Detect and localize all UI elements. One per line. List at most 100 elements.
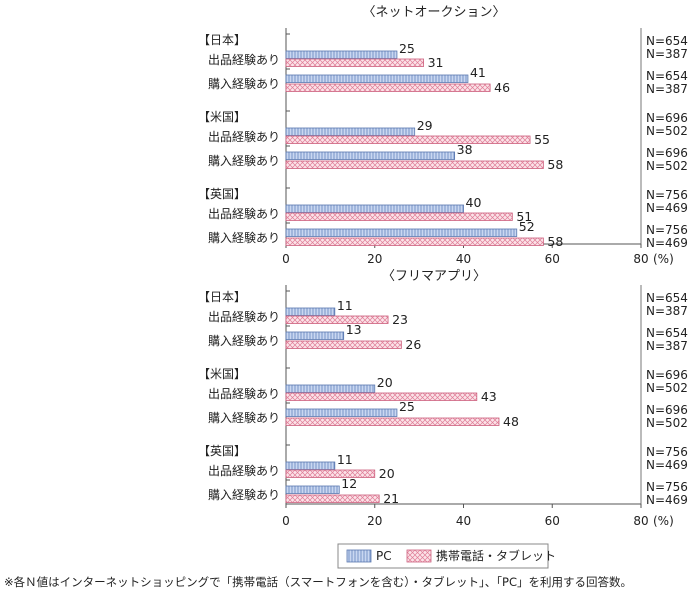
n-pc-1-2-1: N=756 [646, 223, 688, 237]
chart-title-2: 〈フリマアプリ〉 [382, 269, 486, 284]
n-pc-2-0-0: N=654 [646, 291, 688, 305]
bar-mobile-1-1-1 [285, 160, 544, 169]
bar-pc-2-0-0 [285, 307, 336, 316]
bar-pc-1-2-1 [285, 228, 518, 237]
data-label-mobile-2-0-1: 26 [405, 337, 421, 352]
data-label-pc-1-1-0: 29 [417, 118, 433, 133]
n-pc-1-1-1: N=696 [646, 146, 688, 160]
bar-pc-2-1-1 [285, 408, 398, 417]
data-label-mobile-1-2-1: 58 [547, 234, 563, 249]
row-label-2-0-1: 購入経験あり [208, 333, 280, 348]
x-tick-label-1-1: 20 [367, 252, 382, 266]
bar-mobile-1-1-0 [285, 135, 531, 144]
bar-mobile-1-0-0 [285, 58, 424, 67]
n-mobile-2-0-0: N=387 [646, 304, 688, 318]
n-pc-1-0-1: N=654 [646, 69, 688, 83]
bar-mobile-2-2-1 [285, 494, 380, 503]
n-mobile-1-2-1: N=469 [646, 236, 688, 250]
data-label-pc-2-2-1: 12 [341, 476, 357, 491]
bar-mobile-1-0-1 [285, 83, 491, 92]
legend-swatch-pc [346, 549, 372, 563]
bar-pc-2-0-1 [285, 331, 345, 340]
bar-pc-2-1-0 [285, 384, 376, 393]
x-tick-label-2-1: 20 [367, 514, 382, 528]
row-label-2-0-0: 出品経験あり [208, 309, 280, 324]
data-label-pc-2-1-1: 25 [399, 399, 415, 414]
footnote: ※各Ｎ値はインターネットショッピングで「携帯電話（スマートフォンを含む）・タブレ… [4, 575, 632, 589]
bar-pc-1-1-1 [285, 151, 456, 160]
bar-mobile-2-0-0 [285, 315, 389, 324]
n-mobile-2-2-0: N=469 [646, 458, 688, 472]
data-label-pc-1-2-0: 40 [466, 195, 482, 210]
country-label-2-0: 【日本】 [198, 290, 246, 304]
n-mobile-1-0-1: N=387 [646, 82, 688, 96]
n-pc-2-1-0: N=696 [646, 368, 688, 382]
bar-mobile-1-2-1 [285, 237, 544, 246]
n-mobile-2-1-1: N=502 [646, 416, 688, 430]
row-label-1-2-0: 出品経験あり [208, 206, 280, 221]
row-label-2-2-1: 購入経験あり [208, 487, 280, 502]
data-label-mobile-2-1-0: 43 [481, 389, 497, 404]
data-label-mobile-2-0-0: 23 [392, 312, 408, 327]
country-label-2-2: 【英国】 [198, 444, 246, 458]
x-tick-label-2-4: 80 [633, 514, 648, 528]
n-pc-1-0-0: N=654 [646, 34, 688, 48]
chart-title-1: 〈ネットオークション〉 [362, 5, 505, 20]
data-label-pc-2-1-0: 20 [377, 375, 393, 390]
row-label-1-0-0: 出品経験あり [208, 52, 280, 67]
bar-mobile-1-2-0 [285, 212, 513, 221]
data-label-mobile-2-1-1: 48 [503, 414, 519, 429]
data-label-mobile-1-1-0: 55 [534, 132, 550, 147]
country-label-1-1: 【米国】 [198, 110, 246, 124]
bar-pc-1-2-0 [285, 204, 464, 213]
n-pc-2-1-1: N=696 [646, 403, 688, 417]
legend-label-mobile: 携帯電話・タブレット [436, 548, 556, 563]
legend-swatch-mobile [406, 549, 432, 563]
n-mobile-1-2-0: N=469 [646, 201, 688, 215]
bar-pc-1-0-1 [285, 74, 469, 83]
data-label-pc-1-0-0: 25 [399, 41, 415, 56]
row-label-2-2-0: 出品経験あり [208, 463, 280, 478]
n-mobile-1-0-0: N=387 [646, 47, 688, 61]
row-label-1-2-1: 購入経験あり [208, 230, 280, 245]
x-tick-label-2-3: 60 [545, 514, 560, 528]
n-pc-1-2-0: N=756 [646, 188, 688, 202]
country-label-2-1: 【米国】 [198, 367, 246, 381]
bar-pc-2-2-0 [285, 461, 336, 470]
legend-box [337, 543, 549, 569]
n-mobile-2-2-1: N=469 [646, 493, 688, 507]
row-label-2-1-0: 出品経験あり [208, 386, 280, 401]
x-tick-label-1-4: 80 [633, 252, 648, 266]
row-label-2-1-1: 購入経験あり [208, 410, 280, 425]
x-unit-label-2: (%) [653, 514, 674, 528]
data-label-mobile-2-2-1: 21 [383, 491, 399, 506]
n-pc-2-0-1: N=654 [646, 326, 688, 340]
x-tick-label-1-2: 40 [456, 252, 471, 266]
country-label-1-2: 【英国】 [198, 187, 246, 201]
data-label-mobile-2-2-0: 20 [379, 466, 395, 481]
legend-label-pc: PC [376, 549, 392, 563]
row-label-1-1-0: 出品経験あり [208, 129, 280, 144]
n-pc-2-2-1: N=756 [646, 480, 688, 494]
data-label-mobile-1-2-0: 51 [516, 209, 532, 224]
data-label-pc-2-2-0: 11 [337, 452, 353, 467]
bar-pc-1-1-0 [285, 127, 416, 136]
bar-pc-2-2-1 [285, 485, 340, 494]
data-label-mobile-1-0-0: 31 [428, 55, 444, 70]
n-mobile-2-1-0: N=502 [646, 381, 688, 395]
data-label-pc-1-2-1: 52 [519, 219, 535, 234]
row-label-1-1-1: 購入経験あり [208, 153, 280, 168]
data-label-mobile-1-1-1: 58 [547, 157, 563, 172]
x-tick-label-1-0: 0 [282, 252, 290, 266]
x-unit-label-1: (%) [653, 252, 674, 266]
n-pc-1-1-0: N=696 [646, 111, 688, 125]
x-tick-label-2-0: 0 [282, 514, 290, 528]
bar-mobile-2-0-1 [285, 340, 402, 349]
row-label-1-0-1: 購入経験あり [208, 76, 280, 91]
bar-pc-1-0-0 [285, 50, 398, 59]
data-label-pc-1-0-1: 41 [470, 65, 486, 80]
bar-mobile-2-1-0 [285, 392, 478, 401]
n-pc-2-2-0: N=756 [646, 445, 688, 459]
